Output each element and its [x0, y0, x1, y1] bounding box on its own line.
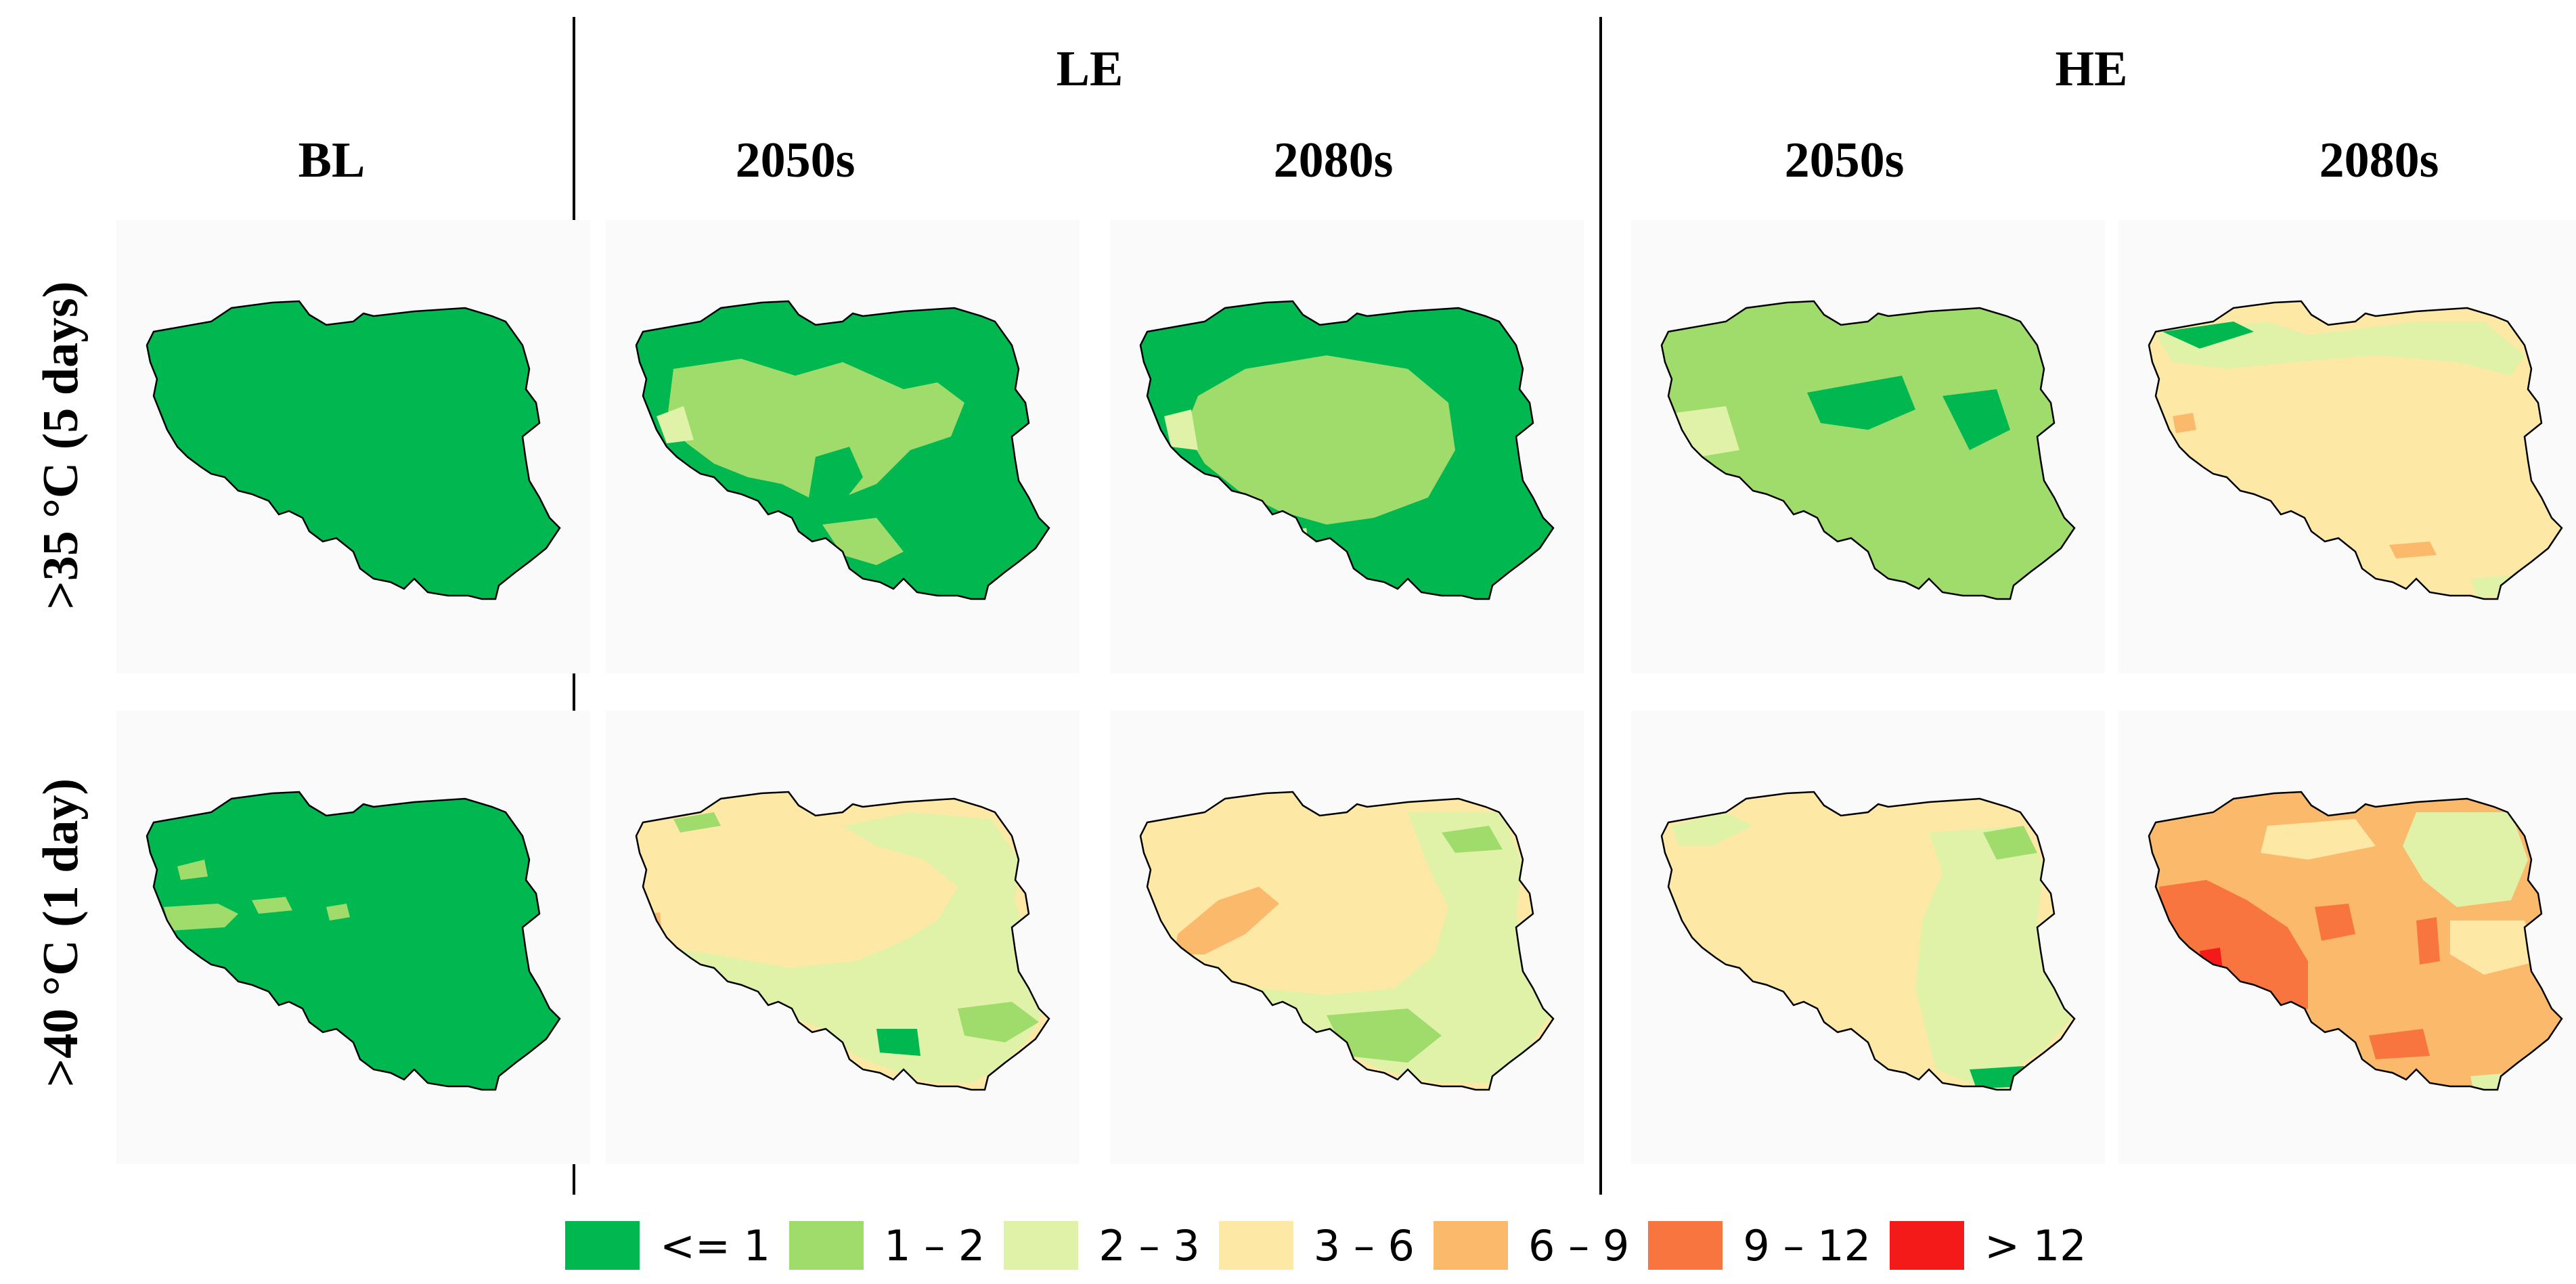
- map-class-patch: [2369, 1029, 2430, 1059]
- poland-map: [635, 300, 1050, 600]
- legend-swatch: [1004, 1221, 1079, 1270]
- map-class-patch: [1164, 409, 1198, 450]
- map-panel: [116, 711, 590, 1164]
- legend-label: 2 – 3: [1098, 1220, 1200, 1270]
- map-panel: [606, 220, 1080, 673]
- poland-map: [1660, 791, 2076, 1091]
- map-class-patch: [1672, 812, 1753, 846]
- legend-label: 6 – 9: [1528, 1220, 1630, 1270]
- map-class-patch: [667, 812, 1046, 1083]
- row-label-35c: >35 °C (5 days): [33, 281, 89, 610]
- legend-swatch: [1890, 1221, 1965, 1270]
- map-class-patch: [2403, 812, 2528, 907]
- map-class-patch: [1286, 528, 1310, 550]
- map-class-patch: [2389, 541, 2437, 558]
- country-border: [1660, 791, 2076, 1091]
- map-class-patch: [2173, 951, 2196, 981]
- map-class-patch: [1807, 376, 1915, 430]
- map-class-patch: [2315, 904, 2355, 941]
- header-he-2080s: 2080s: [2319, 133, 2439, 188]
- map-base-region: [2149, 301, 2562, 599]
- country-border: [1139, 791, 1555, 1091]
- map-class-patch: [673, 812, 721, 833]
- legend-swatch: [1218, 1221, 1293, 1270]
- legend-item: 3 – 6: [1218, 1220, 1415, 1270]
- poland-map: [1660, 300, 2076, 600]
- map-panel: [116, 220, 590, 673]
- country-border: [1660, 300, 2076, 600]
- map-class-patch: [1442, 826, 1503, 853]
- poland-map: [2148, 300, 2563, 600]
- legend-label: 9 – 12: [1743, 1220, 1871, 1270]
- separator-le-he: [1599, 17, 1602, 1195]
- map-class-patch: [809, 447, 863, 511]
- map-class-patch: [1184, 355, 1455, 525]
- map-class-patch: [2162, 322, 2254, 349]
- map-class-patch: [1915, 826, 2074, 1083]
- poland-map: [635, 791, 1050, 1091]
- legend-label: > 12: [1984, 1220, 2087, 1270]
- legend-label: 1 – 2: [884, 1220, 985, 1270]
- map-base-region: [147, 792, 560, 1090]
- header-he-2050s: 2050s: [1784, 133, 1905, 188]
- legend-item: 9 – 12: [1648, 1221, 1871, 1270]
- map-panel: [1631, 220, 2105, 673]
- country-border: [1139, 300, 1555, 600]
- map-class-patch: [164, 904, 238, 931]
- map-class-patch: [252, 897, 292, 914]
- legend-swatch: [1648, 1221, 1723, 1270]
- legend: <= 1 1 – 2 2 – 3 3 – 6 6 – 9 9 – 12 > 12: [565, 1218, 2106, 1272]
- map-base-region: [147, 301, 560, 599]
- row-label-40c: >40 °C (1 day): [33, 778, 89, 1088]
- legend-item: 6 – 9: [1434, 1221, 1629, 1270]
- legend-item: 1 – 2: [789, 1221, 985, 1270]
- map-class-patch: [1327, 1009, 1442, 1063]
- map-class-patch: [2156, 322, 2525, 376]
- map-panel: [1110, 220, 1584, 673]
- map-class-patch: [1225, 812, 1550, 1083]
- poland-map: [1139, 300, 1555, 600]
- map-class-patch: [1983, 826, 2037, 860]
- country-border: [635, 300, 1050, 600]
- map-class-patch: [958, 1002, 1039, 1042]
- map-panel: [1631, 711, 2105, 1164]
- header-le: LE: [1056, 41, 1124, 97]
- legend-item: <= 1: [565, 1221, 770, 1270]
- legend-label: <= 1: [660, 1220, 771, 1270]
- country-border: [146, 300, 561, 600]
- map-class-patch: [1174, 887, 1279, 954]
- map-class-patch: [2173, 413, 2196, 433]
- map-class-patch: [2450, 921, 2538, 975]
- header-he: HE: [2055, 41, 2128, 97]
- poland-map: [146, 300, 561, 600]
- country-border: [635, 791, 1050, 1091]
- header-le-2080s: 2080s: [1273, 133, 1394, 188]
- map-class-patch: [1942, 389, 2010, 450]
- legend-item: 2 – 3: [1004, 1220, 1200, 1270]
- country-border: [2148, 300, 2563, 600]
- map-class-patch: [2261, 819, 2376, 860]
- map-panel: [606, 711, 1080, 1164]
- map-class-patch: [876, 1029, 920, 1056]
- header-bl: BL: [298, 133, 365, 188]
- header-le-2050s: 2050s: [735, 133, 856, 188]
- country-border: [2148, 791, 2563, 1091]
- poland-map: [146, 791, 561, 1091]
- legend-swatch: [565, 1221, 640, 1270]
- map-class-patch: [657, 406, 694, 443]
- poland-map: [2148, 791, 2563, 1091]
- legend-label: 3 – 6: [1313, 1220, 1415, 1270]
- poland-map: [1139, 791, 1555, 1091]
- legend-swatch: [789, 1221, 864, 1270]
- map-class-patch: [667, 359, 964, 497]
- map-class-patch: [326, 904, 350, 921]
- map-class-patch: [177, 860, 208, 880]
- map-class-patch: [2416, 917, 2440, 965]
- map-panel: [1110, 711, 1584, 1164]
- legend-item: > 12: [1890, 1221, 2087, 1270]
- map-panel: [2118, 220, 2576, 673]
- country-border: [146, 791, 561, 1091]
- legend-swatch: [1434, 1221, 1508, 1270]
- map-panel: [2118, 711, 2576, 1164]
